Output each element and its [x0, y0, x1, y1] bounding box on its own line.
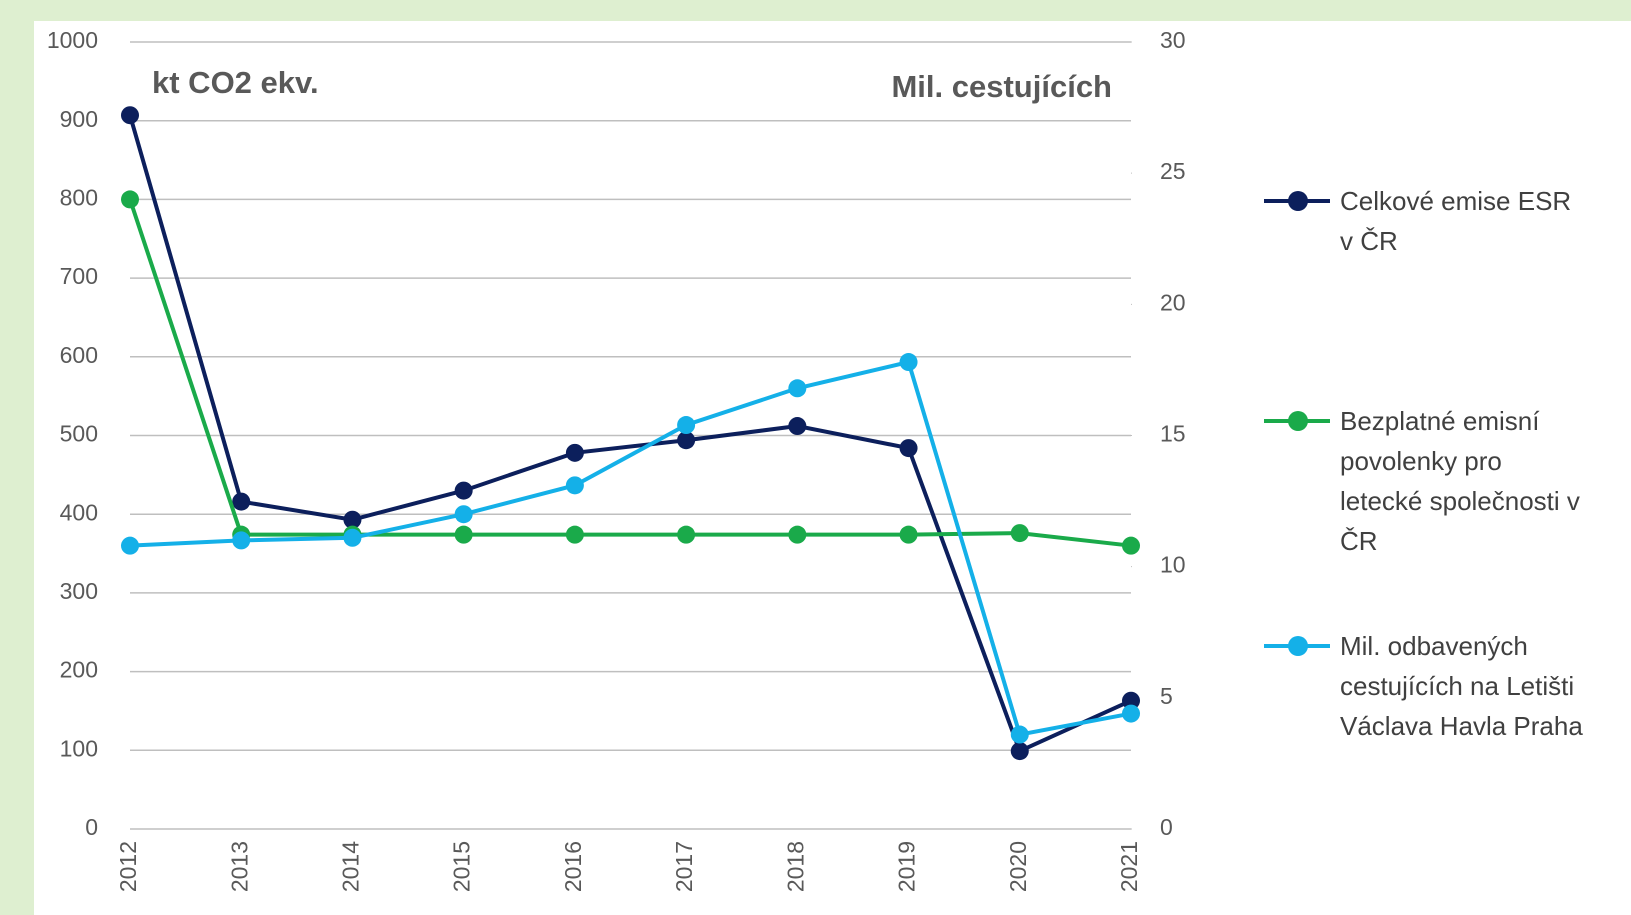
x-tick-label: 2012 — [115, 841, 141, 892]
y-tick-label: 300 — [60, 578, 98, 604]
point — [343, 528, 362, 547]
point — [677, 416, 696, 435]
x-tick-label: 2014 — [338, 841, 364, 892]
legend-label: Mil. odbavených cestujících na Letišti V… — [1340, 631, 1583, 741]
chart-panel: kt CO2 ekv. Mil. cestujících 0 100 200 300 4… — [34, 21, 1631, 915]
point — [899, 439, 918, 458]
point — [232, 531, 251, 550]
y-axis-title: kt CO2 ekv. — [152, 65, 319, 100]
y2-axis-title: Mil. cestujících — [891, 69, 1112, 104]
y2-tick-label: 10 — [1160, 552, 1186, 578]
point — [565, 476, 584, 495]
legend-label: Bezplatné emisní povolenky pro letecké s… — [1340, 406, 1580, 556]
point — [788, 379, 807, 398]
x-tick-label: 2013 — [226, 841, 252, 892]
point — [1122, 691, 1140, 710]
series-line — [129, 359, 1132, 737]
x-tick-label: 2020 — [1005, 841, 1031, 892]
legend-marker — [1288, 191, 1308, 211]
x-tick-label: 2018 — [782, 841, 808, 892]
point — [1122, 536, 1140, 555]
series-line — [128, 198, 1132, 548]
point — [788, 525, 807, 544]
point — [1010, 742, 1029, 761]
y2-tick-label: 15 — [1160, 421, 1186, 447]
point — [1010, 725, 1029, 744]
legend-marker — [1288, 411, 1308, 431]
x-tick-label: 2016 — [560, 841, 586, 892]
point — [788, 417, 807, 436]
y-tick-label: 400 — [60, 499, 98, 525]
point — [677, 431, 696, 450]
point — [454, 525, 473, 544]
legend-label: Celkové emise ESR v ČR — [1340, 186, 1572, 256]
y-tick-label: 900 — [60, 106, 98, 132]
legend-item: Celkové emise ESR v ČR — [1264, 181, 1584, 261]
y-tick-label: 0 — [85, 814, 98, 840]
point — [1122, 704, 1140, 723]
point — [343, 510, 362, 529]
legend-swatch — [1264, 191, 1330, 211]
chart: kt CO2 ekv. Mil. cestujících 01002003004… — [47, 27, 1186, 892]
legend-swatch — [1264, 636, 1330, 656]
y-tick-label: 800 — [60, 184, 98, 210]
legend-item: Bezplatné emisní povolenky pro letecké s… — [1264, 401, 1584, 561]
point — [677, 525, 696, 544]
x-tick-label: 2019 — [894, 841, 920, 892]
point — [1010, 524, 1029, 543]
y-tick-label: 600 — [60, 342, 98, 368]
point — [565, 443, 584, 462]
y2-tick-label: 20 — [1160, 289, 1186, 315]
legend-item: Mil. odbavených cestujících na Letišti V… — [1264, 626, 1584, 746]
point — [565, 525, 584, 544]
point — [454, 481, 473, 500]
point — [232, 492, 251, 511]
y2-tick-label: 30 — [1160, 27, 1186, 53]
x-tick-label: 2021 — [1116, 841, 1142, 892]
y2-tick-label: 25 — [1160, 158, 1186, 184]
point — [899, 525, 918, 544]
point — [121, 536, 139, 555]
point — [121, 106, 139, 125]
y-tick-label: 700 — [60, 263, 98, 289]
y2-tick-label: 5 — [1160, 683, 1173, 709]
x-tick-label: 2015 — [449, 841, 475, 892]
x-tick-label: 2017 — [671, 841, 697, 892]
y-tick-label: 200 — [60, 657, 98, 683]
y-tick-label: 1000 — [47, 27, 98, 53]
y-tick-label: 500 — [60, 421, 98, 447]
point — [454, 505, 473, 524]
point — [899, 353, 918, 372]
series-line — [128, 114, 1132, 754]
legend-swatch — [1264, 411, 1330, 431]
y-tick-label: 100 — [60, 735, 98, 761]
y2-tick-label: 0 — [1160, 814, 1173, 840]
point — [121, 190, 139, 209]
legend-marker — [1288, 636, 1308, 656]
